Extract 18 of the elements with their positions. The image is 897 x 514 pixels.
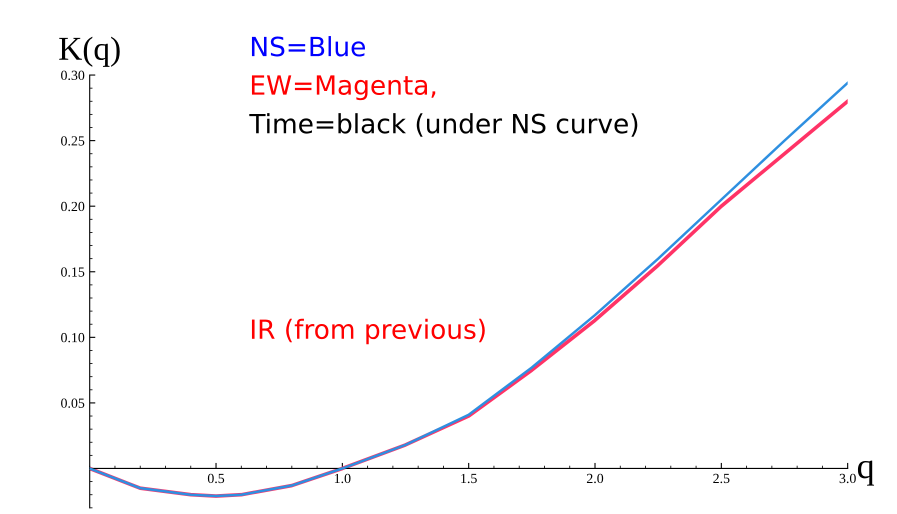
- annotation: EW=Magenta,: [252, 75, 436, 100]
- y-axis-title: K(q): [59, 36, 120, 67]
- x-tick-label: 2.5: [713, 474, 730, 484]
- x-axis-title: q: [858, 460, 874, 486]
- x-tick-label: 2.0: [586, 474, 604, 484]
- x-tick-label: 0.5: [208, 474, 224, 484]
- y-tick-label: 0.10: [61, 332, 84, 342]
- annotation: IR (from previous): [252, 318, 485, 344]
- annotation: Time=black (under NS curve): [249, 113, 638, 137]
- text: NS=Blue: [252, 36, 365, 56]
- x-tick-label: 3.0: [840, 474, 856, 484]
- y-tick-label: 0.20: [61, 202, 84, 212]
- y-tick-label: 0.15: [61, 267, 84, 277]
- x-tick-label: 1.0: [334, 474, 351, 484]
- y-tick-label: 0.05: [61, 398, 84, 408]
- y-tick-label: 0.30: [61, 70, 84, 80]
- x-tick-label: 1.5: [461, 474, 477, 484]
- y-tick-label: 0.25: [61, 136, 84, 146]
